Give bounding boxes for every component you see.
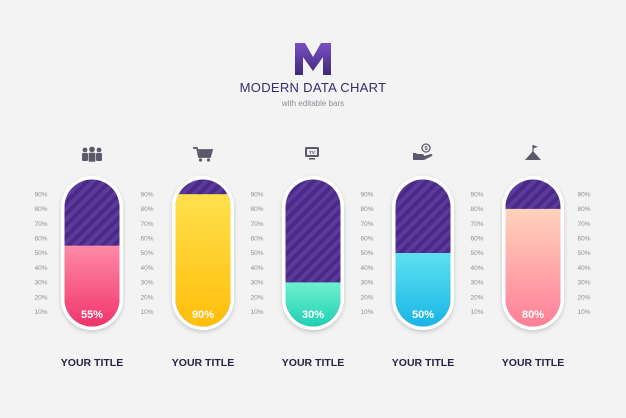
bar-fill — [395, 253, 451, 327]
tick-label: 50% — [140, 250, 153, 257]
tick-label: 60% — [470, 236, 483, 243]
tick-label: 70% — [34, 221, 47, 228]
tick-label: 10% — [140, 309, 153, 316]
tick-label: 30% — [140, 280, 153, 287]
tick-label: 70% — [470, 221, 483, 228]
tick-label: 90% — [360, 191, 373, 198]
tick-label: 40% — [577, 265, 590, 272]
tick-label: 40% — [250, 265, 263, 272]
tick-label: 50% — [470, 250, 483, 257]
value-label: 50% — [412, 309, 434, 321]
tick-label: 10% — [577, 309, 590, 316]
tick-label: 70% — [360, 221, 373, 228]
tick-label: 30% — [577, 280, 590, 287]
bar-inner — [64, 179, 120, 327]
category-label: YOUR TITLE — [61, 357, 123, 369]
tick-label: 30% — [34, 280, 47, 287]
tick-label: 80% — [34, 206, 47, 213]
tick-label: 80% — [577, 206, 590, 213]
tick-label: 10% — [250, 309, 263, 316]
svg-text:$: $ — [424, 146, 427, 152]
bar-3: 30% YOUR TITLE — [282, 176, 344, 369]
tick-label: 20% — [360, 294, 373, 301]
hand-money-icon: $ — [413, 143, 433, 160]
tick-label: 50% — [34, 250, 47, 257]
bar-inner — [175, 179, 231, 327]
bar-5: 80% YOUR TITLE — [502, 176, 564, 369]
svg-text:TV: TV — [309, 150, 315, 155]
tick-label: 40% — [470, 265, 483, 272]
bar-fill — [175, 194, 231, 327]
tick-label: 50% — [577, 250, 590, 257]
people-icon — [82, 146, 102, 162]
tick-label: 90% — [577, 191, 590, 198]
tick-label: 80% — [360, 206, 373, 213]
bar-fill — [505, 208, 561, 327]
tick-label: 60% — [34, 236, 47, 243]
tick-label: 40% — [360, 265, 373, 272]
bar-inner — [395, 179, 451, 327]
tick-label: 60% — [250, 236, 263, 243]
value-label: 80% — [522, 309, 544, 321]
category-label: YOUR TITLE — [502, 357, 564, 369]
tick-label: 20% — [140, 294, 153, 301]
tick-label: 20% — [34, 294, 47, 301]
tick-label: 90% — [34, 191, 47, 198]
tick-label: 80% — [140, 206, 153, 213]
bar-fill — [64, 245, 120, 327]
chart-subtitle: with editable bars — [281, 99, 345, 108]
bar-2: 90% YOUR TITLE — [172, 176, 234, 369]
logo-icon — [295, 43, 331, 75]
tick-label: 90% — [140, 191, 153, 198]
value-label: 90% — [192, 309, 214, 321]
chart-title: MODERN DATA CHART — [239, 80, 387, 95]
bar-1: 55% YOUR TITLE — [61, 176, 123, 369]
tick-label: 70% — [250, 221, 263, 228]
tick-label: 50% — [360, 250, 373, 257]
tick-label: 70% — [577, 221, 590, 228]
tick-label: 10% — [360, 309, 373, 316]
tick-label: 40% — [140, 265, 153, 272]
category-label: YOUR TITLE — [172, 357, 234, 369]
bar-inner — [505, 179, 561, 327]
category-label: YOUR TITLE — [392, 357, 454, 369]
tick-label: 10% — [470, 309, 483, 316]
tick-label: 20% — [577, 294, 590, 301]
tick-label: 90% — [250, 191, 263, 198]
bar-inner — [285, 179, 341, 327]
tick-label: 10% — [34, 309, 47, 316]
mountain-flag-icon — [525, 145, 541, 160]
bar-4: 50% YOUR TITLE — [392, 176, 454, 369]
category-label: YOUR TITLE — [282, 357, 344, 369]
tick-label: 60% — [140, 236, 153, 243]
tick-label: 30% — [470, 280, 483, 287]
tick-label: 80% — [470, 206, 483, 213]
tick-label: 60% — [577, 236, 590, 243]
tick-label: 20% — [470, 294, 483, 301]
tick-label: 20% — [250, 294, 263, 301]
bar-fill — [285, 282, 341, 327]
tick-label: 30% — [250, 280, 263, 287]
tv-icon: TV — [305, 147, 319, 160]
tick-label: 60% — [360, 236, 373, 243]
tick-label: 90% — [470, 191, 483, 198]
tick-label: 40% — [34, 265, 47, 272]
value-label: 55% — [81, 309, 103, 321]
tick-label: 70% — [140, 221, 153, 228]
tick-label: 50% — [250, 250, 263, 257]
tick-label: 80% — [250, 206, 263, 213]
shopping-cart-icon — [193, 147, 214, 162]
value-label: 30% — [302, 309, 324, 321]
tick-label: 30% — [360, 280, 373, 287]
